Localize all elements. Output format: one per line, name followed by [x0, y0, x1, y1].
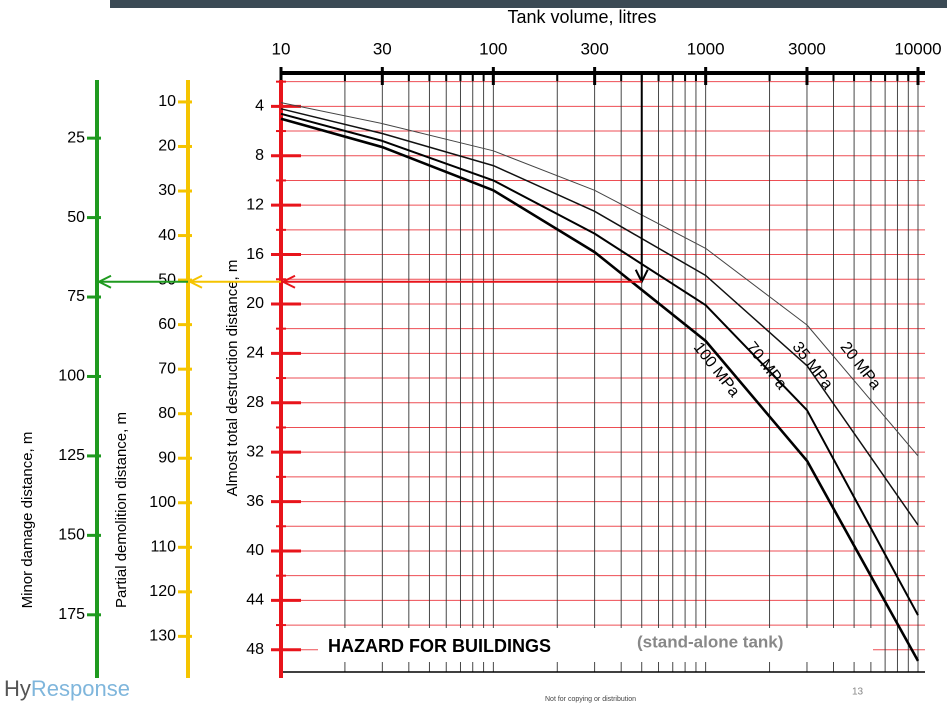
y-tick-label: 32	[246, 443, 264, 460]
extra-tick-label: 60	[158, 316, 176, 333]
extra-tick-label: 130	[149, 628, 176, 645]
y-tick-label: 24	[246, 345, 264, 362]
y-tick-label: 40	[246, 542, 264, 559]
extra-tick-label: 50	[67, 209, 85, 226]
annotation-subtitle: (stand-alone tank)	[637, 632, 783, 651]
curve-label: 35 MPa	[789, 339, 836, 393]
annotation-title: HAZARD FOR BUILDINGS	[328, 636, 551, 656]
x-tick-label: 3000	[788, 39, 826, 58]
extra-tick-label: 50	[158, 271, 176, 288]
extra-tick-label: 90	[158, 449, 176, 466]
y-axis-label: Almost total destruction distance, m	[224, 260, 241, 497]
extra-tick-label: 100	[149, 494, 176, 511]
curve-label: 100 MPa	[690, 339, 743, 400]
y-tick-label: 8	[255, 147, 264, 164]
extra-tick-label: 20	[158, 138, 176, 155]
extra-tick-label: 125	[58, 447, 85, 464]
extra-tick-label: 100	[58, 368, 85, 385]
x-tick-label: 10	[272, 39, 291, 58]
y-tick-label: 28	[246, 394, 264, 411]
x-tick-label: 100	[479, 39, 507, 58]
extra-tick-label: 75	[67, 288, 85, 305]
x-tick-label: 300	[580, 39, 608, 58]
extra-tick-label: 40	[158, 227, 176, 244]
logo-response: Response	[31, 676, 130, 701]
curve	[281, 109, 918, 525]
page: {"chart_data": { "type": "line", "xlabel…	[0, 0, 947, 704]
x-tick-label: 10000	[894, 39, 941, 58]
extra-tick-label: 30	[158, 182, 176, 199]
logo: HyResponse	[4, 676, 130, 701]
x-axis-label: Tank volume, litres	[507, 7, 656, 27]
footer-notice: Not for copying or distribution	[545, 696, 636, 703]
extra-tick-label: 10	[158, 93, 176, 110]
chart: Tank volume, litres HyResponse Not for c…	[0, 0, 947, 704]
logo-hy: Hy	[4, 676, 31, 701]
extra-tick-label: 80	[158, 405, 176, 422]
extra-axis-label: Partial demolition distance, m	[113, 412, 130, 608]
extra-tick-label: 175	[58, 606, 85, 623]
y-tick-label: 12	[246, 196, 264, 213]
curve-label: 20 MPa	[837, 339, 884, 393]
y-tick-label: 16	[246, 246, 264, 263]
extra-tick-label: 70	[158, 360, 176, 377]
extra-tick-label: 25	[67, 129, 85, 146]
y-tick-label: 44	[246, 592, 264, 609]
extra-tick-label: 120	[149, 583, 176, 600]
y-tick-label: 48	[246, 641, 264, 658]
curve-label: 70 MPa	[743, 339, 790, 393]
x-tick-label: 30	[373, 39, 392, 58]
extra-axis-label: Minor damage distance, m	[19, 432, 36, 609]
y-tick-label: 20	[246, 295, 264, 312]
page-number: 13	[852, 687, 864, 698]
extra-tick-label: 110	[150, 539, 176, 556]
y-tick-label: 36	[246, 493, 264, 510]
x-tick-label: 1000	[687, 39, 725, 58]
extra-tick-label: 150	[58, 527, 85, 544]
y-tick-label: 4	[255, 98, 264, 115]
